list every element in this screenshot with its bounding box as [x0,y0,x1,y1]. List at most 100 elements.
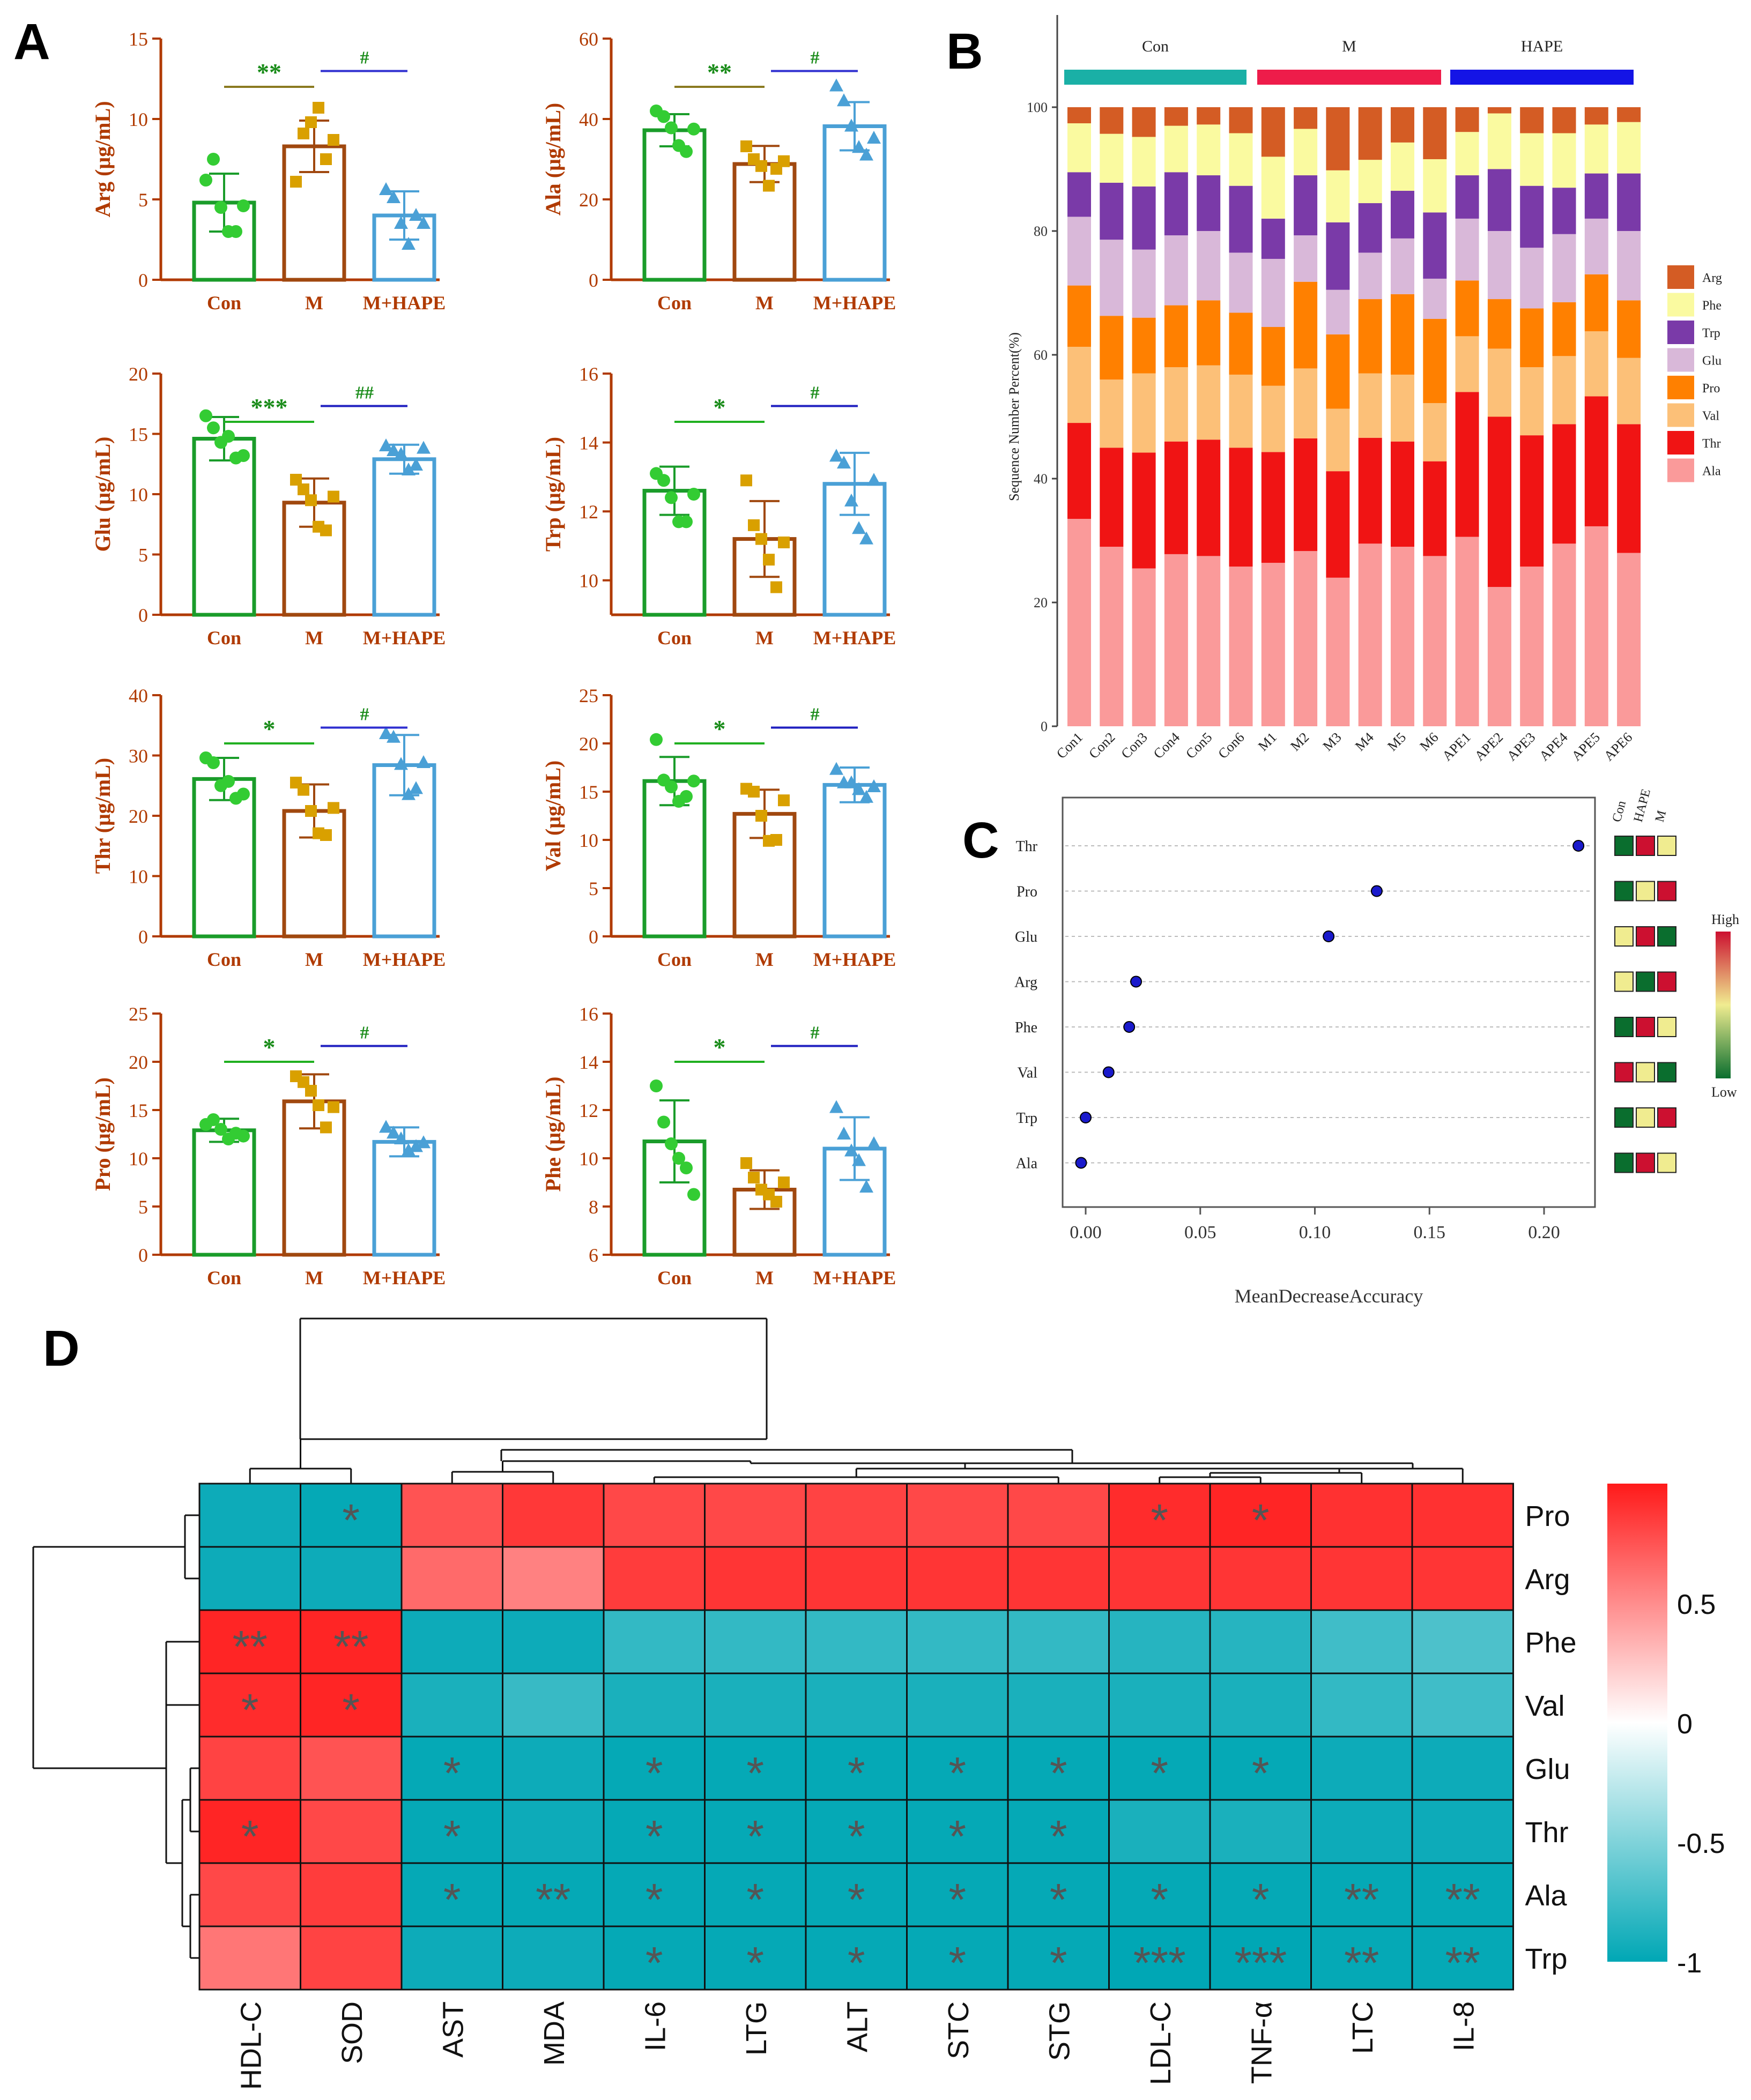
data-point-square [290,474,302,486]
significance-stars: ** [333,1621,368,1672]
heatmap-cell [1108,1799,1211,1864]
bar-segment-glu [1067,217,1091,286]
data-point-triangle [379,726,393,739]
bar-segment-arg [1100,107,1124,134]
heatmap-color-scale [1607,1484,1667,1962]
data-point-triangle [837,1127,851,1140]
bar-segment-arg [1261,107,1285,157]
bar-segment-ala [1197,556,1221,726]
x-tick-label: Con [207,627,241,649]
data-point-square [305,1085,317,1097]
heatmap-cell [1108,1862,1211,1927]
bar-segment-val [1358,373,1382,438]
data-point-square [298,784,309,796]
y-tick-label: 10 [579,830,598,851]
column-label: LDL-C [1145,2001,1177,2085]
bar-segment-pro [1164,305,1188,368]
data-point-triangle [837,93,851,107]
data-point-triangle [867,473,881,486]
bar-segment-phe [1294,129,1318,176]
y-tick-label: 6 [589,1245,598,1266]
bar-segment-phe [1487,113,1511,169]
heatmap-cell [400,1609,503,1674]
significance-stars: * [1252,1748,1270,1798]
data-point-triangle [829,78,843,92]
y-axis-label: Glu (μg/mL) [91,437,115,552]
column-label: LTG [740,2001,773,2056]
column-label: STC [943,2001,975,2059]
legend-swatch-trp [1667,321,1694,344]
heatmap-cell [1209,1862,1312,1927]
importance-point-arg [1130,975,1142,988]
data-point-circle [199,409,212,422]
heat-square [1614,1062,1634,1083]
x-tick-label: M [305,1267,323,1289]
group-label-hape: HAPE [1521,38,1563,55]
bar-segment-val [1164,367,1188,442]
heatmap-cell [300,1546,403,1611]
bar-segment-arg [1132,107,1156,137]
bar-segment-ala [1067,519,1091,726]
bar-segment-val [1617,358,1641,425]
heat-square [1614,1152,1634,1173]
data-point-circle [687,775,700,788]
data-point-square [320,524,332,537]
bar-segment-trp [1584,173,1608,219]
x-tick-label: 0.15 [1414,1223,1446,1242]
heat-square [1636,881,1655,902]
data-point-square [328,802,339,814]
y-tick-label: 20 [129,1052,148,1073]
data-point-triangle [409,458,423,471]
y-axis-label: Arg (μg/mL) [91,101,115,217]
significance-stars: * [746,1748,764,1798]
data-point-circle [680,145,693,158]
bar-segment-thr [1358,437,1382,544]
x-tick-label: Con [207,292,241,314]
bar-segment-val [1391,374,1414,442]
bar-segment-val [1067,346,1091,423]
heatmap-cell [906,1483,1009,1548]
significance-stars: * [948,1874,966,1925]
heatmap-cell [400,1736,503,1801]
feature-label-arg: Arg [1014,974,1037,991]
data-point-square [763,180,775,192]
bar-segment-trp [1229,185,1253,253]
x-tick-label: 0.20 [1528,1223,1560,1242]
data-point-circle [237,1129,250,1143]
y-axis-label: Sequence Number Percent(%) [1006,332,1022,501]
y-axis-label: Ala (μg/mL) [541,103,565,215]
bar-segment-thr [1100,448,1124,547]
significance-stars: ** [1344,1938,1379,1988]
bar-chart-ala: 0 20 40 60 Ala (μg/mL) Con M M+HAPE ** # [541,28,896,314]
x-tick-label: Con [207,949,241,970]
bar-segment-arg [1164,107,1188,126]
significance-stars: * [1151,1495,1168,1545]
heatmap-cell [1209,1736,1312,1801]
bar-segment-phe [1617,122,1641,174]
bar-segment-thr [1067,423,1091,519]
legend-swatch-thr [1667,431,1694,455]
row-label-ala: Ala [1525,1880,1568,1912]
data-point-circle [222,775,235,788]
bar-segment-phe [1132,137,1156,187]
data-point-triangle [417,755,431,768]
group-label-m: M [1342,38,1356,55]
data-point-triangle [829,762,843,775]
significance-stars: * [848,1748,865,1798]
bar-segment-glu [1358,252,1382,300]
x-tick-label: M2 [1287,729,1312,754]
heatmap-cell [300,1736,403,1801]
bar-segment-trp [1423,212,1447,279]
y-tick-label: 100 [1027,100,1048,115]
data-point-triangle [852,1153,866,1166]
importance-point-val [1102,1066,1115,1078]
data-point-triangle [402,237,416,250]
bar-segment-val [1132,373,1156,453]
bar-segment-trp [1326,222,1350,290]
x-tick-label: 0.00 [1070,1223,1102,1242]
heatmap-cell [1411,1609,1514,1674]
x-tick-label: M [305,627,323,649]
data-point-square [755,810,767,822]
heatmap-cell [1209,1483,1312,1548]
significance-stars: * [263,1033,276,1061]
